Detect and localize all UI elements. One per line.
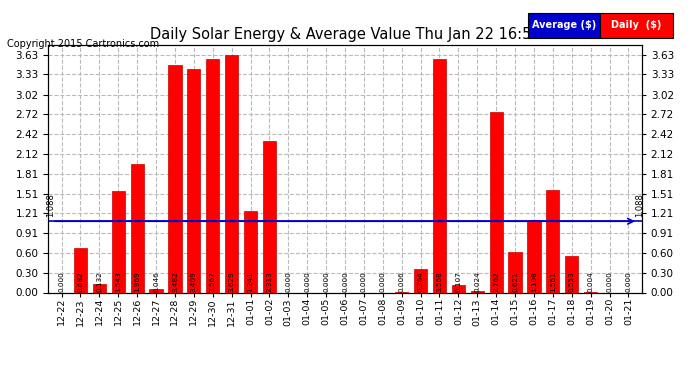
Text: 0.682: 0.682 — [77, 271, 83, 292]
Bar — [452, 285, 465, 292]
Text: 0.132: 0.132 — [97, 271, 102, 292]
Text: 0.553: 0.553 — [569, 271, 575, 292]
Bar — [471, 291, 484, 292]
Text: 0.024: 0.024 — [474, 271, 480, 292]
Bar — [565, 256, 578, 292]
Text: 0.000: 0.000 — [607, 271, 613, 292]
Bar — [433, 59, 446, 292]
Text: 3.568: 3.568 — [437, 271, 442, 292]
Text: 2.313: 2.313 — [266, 271, 273, 292]
Bar — [414, 268, 427, 292]
Text: 0.364: 0.364 — [417, 271, 424, 292]
Text: 0.000: 0.000 — [59, 271, 65, 292]
Text: 0.006: 0.006 — [399, 271, 405, 292]
Bar — [206, 59, 219, 292]
Bar — [74, 248, 87, 292]
Text: 1.561: 1.561 — [550, 271, 556, 292]
Bar — [244, 211, 257, 292]
Text: 1.969: 1.969 — [134, 271, 140, 292]
Text: 3.482: 3.482 — [172, 271, 178, 292]
Text: 0.000: 0.000 — [285, 271, 291, 292]
Bar — [92, 284, 106, 292]
Bar — [225, 55, 238, 292]
Text: 2.762: 2.762 — [493, 271, 499, 292]
Text: Average ($): Average ($) — [532, 20, 596, 30]
Text: 0.000: 0.000 — [304, 271, 310, 292]
Text: 1.088: 1.088 — [46, 194, 55, 217]
Text: 0.107: 0.107 — [455, 271, 462, 292]
Text: Daily  ($): Daily ($) — [611, 20, 662, 30]
Text: 0.046: 0.046 — [153, 271, 159, 292]
Bar — [168, 64, 181, 292]
Text: 0.621: 0.621 — [512, 271, 518, 292]
Text: 0.000: 0.000 — [625, 271, 631, 292]
Text: 3.409: 3.409 — [191, 271, 197, 292]
Text: 0.000: 0.000 — [380, 271, 386, 292]
Bar — [527, 220, 540, 292]
Text: 1.241: 1.241 — [248, 271, 253, 292]
Text: 0.000: 0.000 — [342, 271, 348, 292]
Text: Copyright 2015 Cartronics.com: Copyright 2015 Cartronics.com — [7, 39, 159, 50]
Text: 0.000: 0.000 — [361, 271, 367, 292]
Text: 1.543: 1.543 — [115, 271, 121, 292]
Bar — [263, 141, 276, 292]
Bar — [130, 164, 144, 292]
Bar — [112, 192, 125, 292]
Text: 1.108: 1.108 — [531, 271, 537, 292]
Text: 3.629: 3.629 — [228, 271, 235, 292]
Bar — [490, 112, 503, 292]
Bar — [546, 190, 560, 292]
Title: Daily Solar Energy & Average Value Thu Jan 22 16:57: Daily Solar Energy & Average Value Thu J… — [150, 27, 540, 42]
Text: 1.088: 1.088 — [635, 194, 644, 217]
Text: 0.000: 0.000 — [323, 271, 329, 292]
Bar — [150, 290, 163, 292]
Text: 0.004: 0.004 — [588, 271, 593, 292]
Bar — [509, 252, 522, 292]
Bar — [187, 69, 200, 292]
Text: 3.567: 3.567 — [210, 271, 216, 292]
